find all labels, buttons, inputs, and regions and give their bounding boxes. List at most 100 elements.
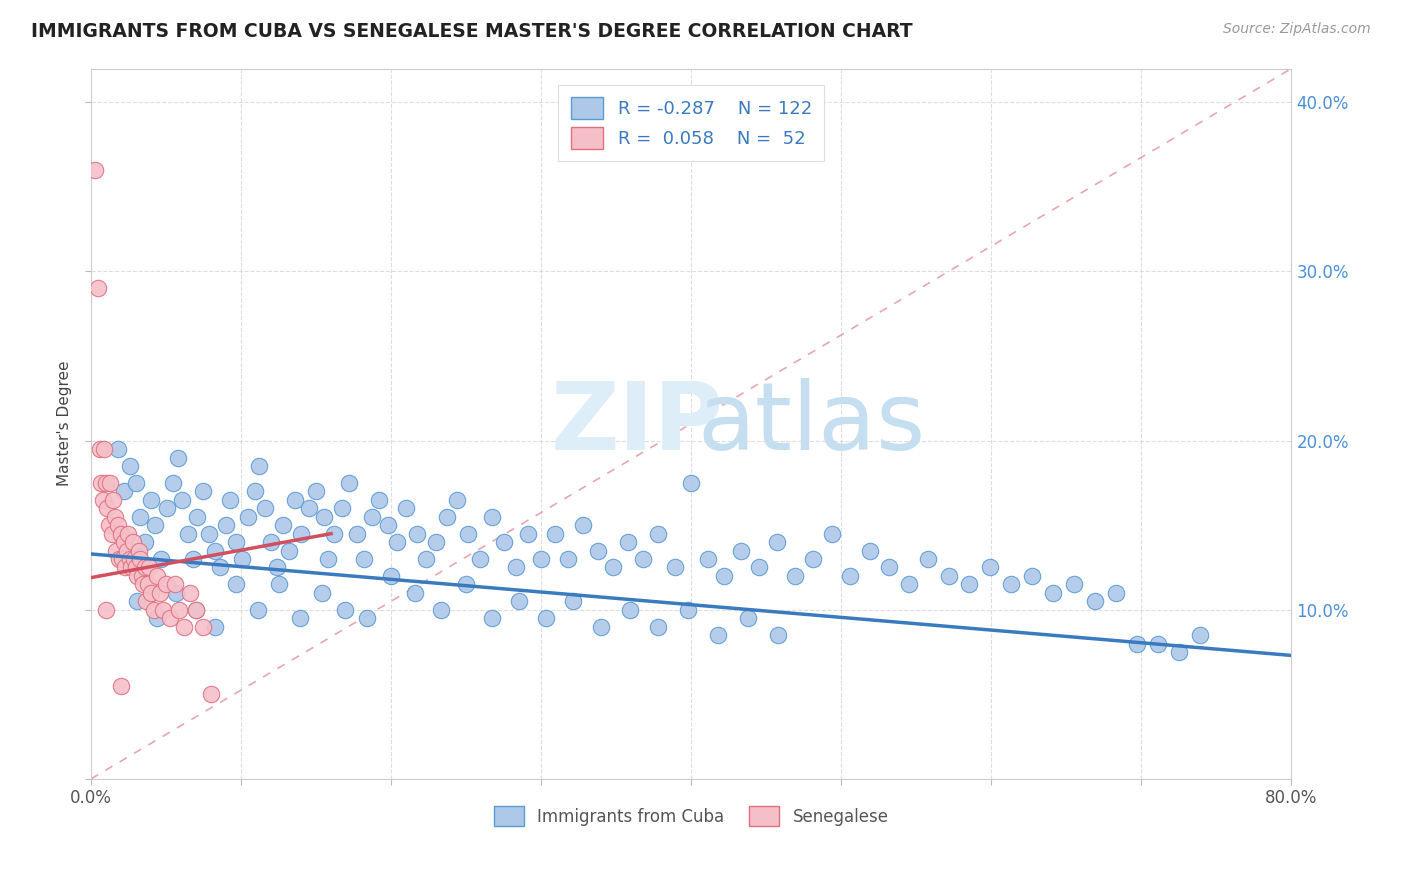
Point [131,569,153,583]
Point [129,552,152,566]
Point [117,526,139,541]
Point [122,535,145,549]
Point [125,560,148,574]
Point [204,543,226,558]
Point [1021,569,1043,583]
Point [859,543,882,558]
Point [219,492,242,507]
Point [647,526,669,541]
Point [492,535,515,549]
Point [162,475,184,490]
Point [184,603,207,617]
Point [297,501,319,516]
Point [143,603,166,617]
Point [765,535,787,549]
Point [84,163,107,178]
Point [1167,645,1189,659]
Point [198,526,221,541]
Point [246,603,269,617]
Point [91,492,114,507]
Point [353,552,375,566]
Point [288,611,311,625]
Point [127,594,149,608]
Point [768,628,790,642]
Point [316,552,339,566]
Point [260,535,283,549]
Text: IMMIGRANTS FROM CUBA VS SENEGALESE MASTER'S DEGREE CORRELATION CHART: IMMIGRANTS FROM CUBA VS SENEGALESE MASTE… [31,22,912,41]
Point [457,526,479,541]
Point [253,501,276,516]
Point [730,543,752,558]
Point [129,509,152,524]
Point [405,526,427,541]
Point [125,475,148,490]
Text: ZIP: ZIP [551,377,724,470]
Point [110,679,132,693]
Point [127,569,149,583]
Point [516,526,538,541]
Point [305,484,328,499]
Point [530,552,553,566]
Point [111,552,134,566]
Point [468,552,491,566]
Point [1147,637,1170,651]
Point [247,458,270,473]
Point [108,552,131,566]
Point [897,577,920,591]
Point [132,577,155,591]
Point [508,594,530,608]
Point [169,603,191,617]
Point [1188,628,1211,642]
Point [267,577,290,591]
Point [330,501,353,516]
Point [534,611,557,625]
Point [155,577,177,591]
Point [696,552,718,566]
Point [481,509,503,524]
Point [118,552,141,566]
Point [163,577,186,591]
Point [150,552,173,566]
Point [333,603,356,617]
Point [87,281,110,295]
Point [139,492,162,507]
Point [557,552,579,566]
Point [591,620,613,634]
Point [136,577,159,591]
Point [617,535,640,549]
Text: atlas: atlas [697,377,925,470]
Point [783,569,806,583]
Point [284,492,307,507]
Point [917,552,939,566]
Point [173,620,195,634]
Point [821,526,844,541]
Point [128,543,150,558]
Point [134,560,156,574]
Point [602,560,624,574]
Point [103,492,125,507]
Point [156,501,179,516]
Point [1063,577,1085,591]
Point [208,560,231,574]
Point [543,526,565,541]
Point [186,509,208,524]
Point [238,509,260,524]
Point [159,611,181,625]
Point [101,526,124,541]
Point [425,535,447,549]
Point [586,543,609,558]
Point [707,628,730,642]
Point [957,577,980,591]
Point [1105,586,1128,600]
Point [380,569,402,583]
Legend: Immigrants from Cuba, Senegalese: Immigrants from Cuba, Senegalese [485,797,897,835]
Point [446,492,468,507]
Point [839,569,862,583]
Point [107,518,129,533]
Point [429,603,451,617]
Point [225,535,247,549]
Point [231,552,253,566]
Point [572,518,595,533]
Point [193,620,215,634]
Point [748,560,770,574]
